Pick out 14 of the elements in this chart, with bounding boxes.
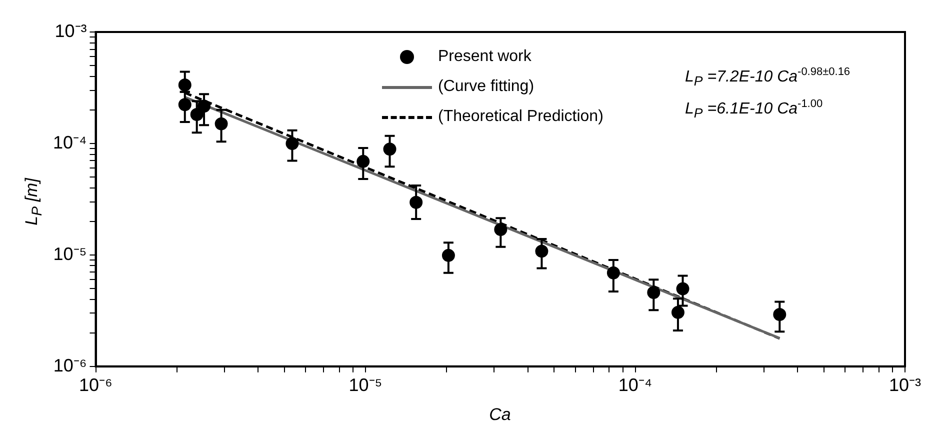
x-axis-title: Ca [488, 405, 512, 425]
y-tick-label: 10⁻⁶ [53, 355, 87, 376]
y-tick-label: 10⁻⁴ [52, 132, 87, 152]
annotation: L$_{P}$ =6.1E-10 Ca$^{-1.00}$ [685, 98, 823, 121]
x-tick-label: 10⁻³ [888, 375, 922, 396]
x-tick-label: 10⁻⁵ [348, 375, 382, 396]
legend-label: (Curve fitting) [438, 78, 534, 96]
legend-label: (Theoretical Prediction) [438, 108, 604, 126]
legend-label: Present work [438, 48, 532, 66]
y-tick-label: 10⁻³ [54, 20, 87, 41]
annotation: L$_{P}$ =7.2E-10 Ca$^{-0.98±0.16}$ [685, 66, 850, 89]
y-tick-label: 10⁻⁵ [53, 244, 87, 264]
x-tick-label: 10⁻⁶ [79, 375, 112, 396]
x-tick-label: 10⁻⁴ [618, 375, 652, 396]
